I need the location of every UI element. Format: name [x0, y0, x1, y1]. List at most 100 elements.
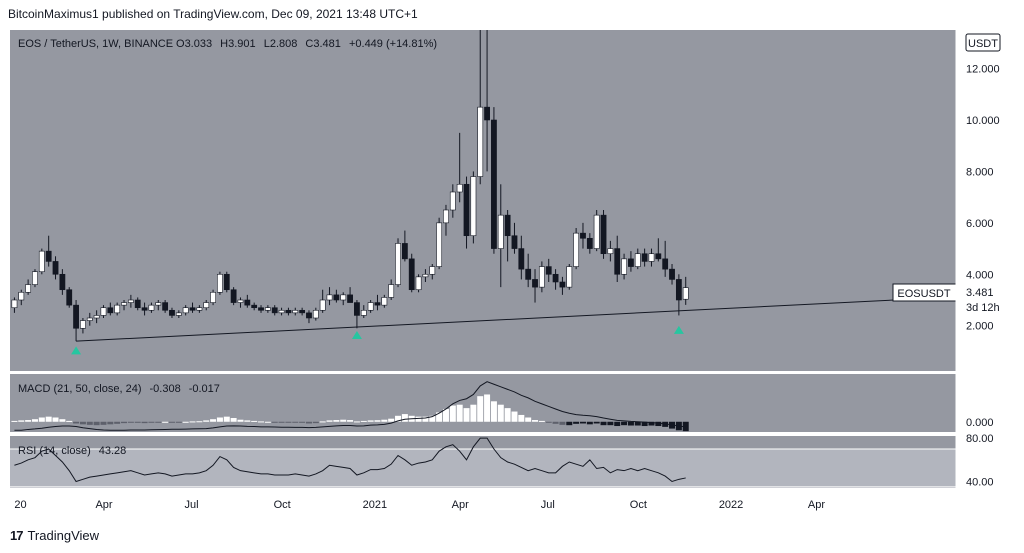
macd-bar [573, 421, 580, 424]
macd-bar [538, 420, 545, 422]
time-axis-label: Apr [808, 499, 825, 511]
macd-bar [586, 421, 593, 425]
candle-body [552, 273, 559, 283]
time-axis-label: Oct [274, 499, 291, 511]
macd-bar [333, 420, 340, 422]
candle-body [634, 253, 641, 267]
time-axis-label: Apr [95, 499, 112, 511]
currency-badge[interactable] [965, 33, 1001, 52]
macd-bar [216, 417, 223, 422]
macd-bar [600, 421, 607, 426]
candle-body [244, 299, 251, 306]
macd-bar [456, 404, 463, 422]
candle-body [100, 307, 107, 316]
price-axis-label: 10.000 [966, 115, 1000, 127]
candle-body [354, 302, 360, 316]
macd-bar [66, 420, 73, 422]
macd-bar [477, 396, 484, 422]
macd-bar [223, 416, 230, 422]
macd-bar [127, 421, 134, 423]
macd-bar [340, 419, 347, 422]
macd-histogram [11, 394, 689, 432]
candle-body [66, 289, 73, 306]
rsi-band [10, 449, 956, 488]
macd-bar [367, 420, 374, 422]
candle-body [381, 297, 388, 306]
candle-body [148, 304, 155, 311]
candle-body [196, 307, 203, 311]
rsi-legend: RSI (14, close) 43.28 [18, 445, 126, 457]
price-tag-price: 3.481 [966, 287, 994, 299]
price-axis-label: 2.000 [966, 321, 994, 333]
candle-body [299, 309, 306, 314]
price-axis-label: 12.000 [966, 64, 1000, 76]
candle-body [573, 232, 580, 267]
candle-body [655, 253, 662, 260]
candle-body [169, 309, 175, 316]
macd-bar [504, 408, 511, 422]
time-axis-label: 2021 [363, 499, 387, 511]
candle-body [285, 309, 292, 314]
macd-bar [59, 419, 66, 422]
macd-bar [559, 421, 566, 425]
macd-bar [497, 404, 504, 422]
macd-bar [121, 421, 128, 424]
macd-bar [271, 421, 278, 423]
candle-body [648, 253, 655, 262]
rsi-line [14, 437, 686, 483]
macd-bar [682, 421, 689, 432]
price-pane [10, 30, 956, 372]
candle-body [662, 258, 669, 270]
candle-body [675, 279, 682, 301]
macd-bar [490, 401, 497, 422]
candle-body [141, 307, 148, 311]
candle-body [162, 302, 169, 311]
candle-body [107, 307, 114, 314]
candle-body [312, 309, 319, 319]
macd-bar [518, 414, 525, 422]
candle-body [401, 243, 408, 260]
candle-body [306, 312, 312, 319]
macd-bar [162, 421, 169, 423]
publisher-header: BitcoinMaximus1 published on TradingView… [8, 7, 418, 21]
macd-bar [285, 421, 292, 423]
candle-body [497, 214, 504, 249]
macd-bar [93, 421, 100, 426]
macd-bar [621, 421, 628, 426]
macd-bar [168, 421, 175, 423]
candle-body [367, 302, 374, 311]
candle-body [593, 214, 600, 249]
macd-bar [175, 421, 182, 423]
candle-body [436, 222, 443, 267]
candle-body [38, 250, 45, 273]
candle-body [566, 266, 573, 288]
time-axis: 20 Apr Jul Oct 2021 Apr Jul Oct 2022 Apr [14, 499, 825, 511]
candle-body [504, 214, 511, 237]
candle-body [463, 183, 470, 237]
tradingview-logo[interactable]: 17 TradingView [10, 528, 99, 543]
candle-body [641, 253, 648, 262]
support-arrows [71, 325, 684, 355]
candle-body [278, 309, 285, 314]
candle-body [203, 302, 210, 309]
macd-bar [648, 421, 655, 426]
candle-body [134, 299, 141, 309]
macd-bar [107, 421, 114, 425]
macd-bar [566, 421, 573, 426]
support-arrow [351, 331, 362, 339]
macd-bar [45, 416, 52, 422]
macd-bar [203, 420, 210, 422]
candle-body [326, 294, 333, 301]
candle-body [415, 276, 422, 291]
rsi-axis-label: 40.00 [966, 477, 994, 489]
macd-bar [532, 420, 539, 422]
candle-body [189, 307, 196, 311]
macd-bar [86, 421, 93, 425]
macd-bar [196, 421, 203, 423]
candle-body [491, 119, 497, 249]
macd-bar [347, 420, 354, 422]
macd-bar [360, 420, 367, 422]
macd-bar [374, 420, 381, 422]
time-axis-label: Jul [185, 499, 199, 511]
macd-bar [395, 415, 402, 422]
